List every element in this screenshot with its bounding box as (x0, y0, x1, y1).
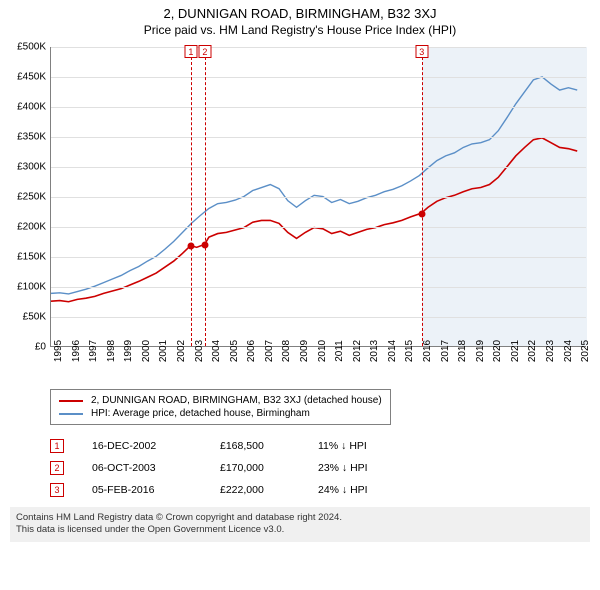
event-date: 05-FEB-2016 (92, 484, 192, 496)
event-delta: 11% ↓ HPI (318, 440, 367, 452)
event-number-box: 3 (50, 483, 64, 497)
events-table: 1 16-DEC-2002 £168,500 11% ↓ HPI 2 06-OCT-200… (50, 435, 594, 501)
gridline (51, 317, 586, 318)
event-dot (201, 242, 208, 249)
y-axis-label: £100K (6, 282, 46, 293)
event-vline (422, 47, 423, 346)
event-number-box: 1 (50, 439, 64, 453)
gridline (51, 287, 586, 288)
y-axis-label: £0 (6, 342, 46, 353)
event-number-box: 2 (50, 461, 64, 475)
y-axis-label: £250K (6, 192, 46, 203)
footer-licence: Contains HM Land Registry data © Crown c… (10, 507, 590, 542)
gridline (51, 77, 586, 78)
legend-label: 2, DUNNIGAN ROAD, BIRMINGHAM, B32 3XJ (d… (91, 395, 382, 406)
footer-line-1: Contains HM Land Registry data © Crown c… (16, 512, 584, 524)
event-date: 06-OCT-2003 (92, 462, 192, 474)
gridline (51, 197, 586, 198)
gridline (51, 137, 586, 138)
event-price: £222,000 (220, 484, 290, 496)
event-date: 16-DEC-2002 (92, 440, 192, 452)
y-axis-label: £400K (6, 102, 46, 113)
gridline (51, 257, 586, 258)
x-axis-label: 2025 (580, 340, 600, 362)
legend-swatch (59, 400, 83, 402)
gridline (51, 227, 586, 228)
event-vline (205, 47, 206, 346)
event-marker-box: 2 (198, 45, 211, 58)
y-axis-label: £350K (6, 132, 46, 143)
y-axis-label: £300K (6, 162, 46, 173)
y-axis-label: £150K (6, 252, 46, 263)
event-marker-box: 3 (415, 45, 428, 58)
plot-region: 12 3 (50, 47, 586, 347)
legend-label: HPI: Average price, detached house, Birm… (91, 408, 310, 419)
chart-area: 12 3 £0 £50K £100K £150K £200K £250K £300K £350K… (6, 43, 594, 383)
legend-swatch (59, 413, 83, 415)
y-axis-label: £500K (6, 42, 46, 53)
event-marker-box: 1 (184, 45, 197, 58)
event-row: 2 06-OCT-2003 £170,000 23% ↓ HPI (50, 457, 594, 479)
y-axis-label: £50K (6, 312, 46, 323)
event-delta: 24% ↓ HPI (318, 484, 368, 496)
chart-title-1: 2, DUNNIGAN ROAD, BIRMINGHAM, B32 3XJ (6, 6, 594, 21)
event-row: 3 05-FEB-2016 £222,000 24% ↓ HPI (50, 479, 594, 501)
legend-row: HPI: Average price, detached house, Birm… (59, 407, 382, 420)
series-hpi (51, 77, 577, 294)
chart-title-2: Price paid vs. HM Land Registry's House … (6, 23, 594, 37)
event-vline (191, 47, 192, 346)
series-property (51, 138, 577, 302)
event-dot (418, 210, 425, 217)
event-dot (187, 243, 194, 250)
legend: 2, DUNNIGAN ROAD, BIRMINGHAM, B32 3XJ (d… (50, 389, 391, 425)
legend-row: 2, DUNNIGAN ROAD, BIRMINGHAM, B32 3XJ (d… (59, 394, 382, 407)
gridline (51, 107, 586, 108)
y-axis-label: £200K (6, 222, 46, 233)
footer-line-2: This data is licensed under the Open Gov… (16, 524, 584, 536)
y-axis-label: £450K (6, 72, 46, 83)
event-delta: 23% ↓ HPI (318, 462, 368, 474)
gridline (51, 47, 586, 48)
event-price: £170,000 (220, 462, 290, 474)
event-price: £168,500 (220, 440, 290, 452)
event-row: 1 16-DEC-2002 £168,500 11% ↓ HPI (50, 435, 594, 457)
gridline (51, 167, 586, 168)
chart-title-block: 2, DUNNIGAN ROAD, BIRMINGHAM, B32 3XJ Pr… (6, 6, 594, 37)
